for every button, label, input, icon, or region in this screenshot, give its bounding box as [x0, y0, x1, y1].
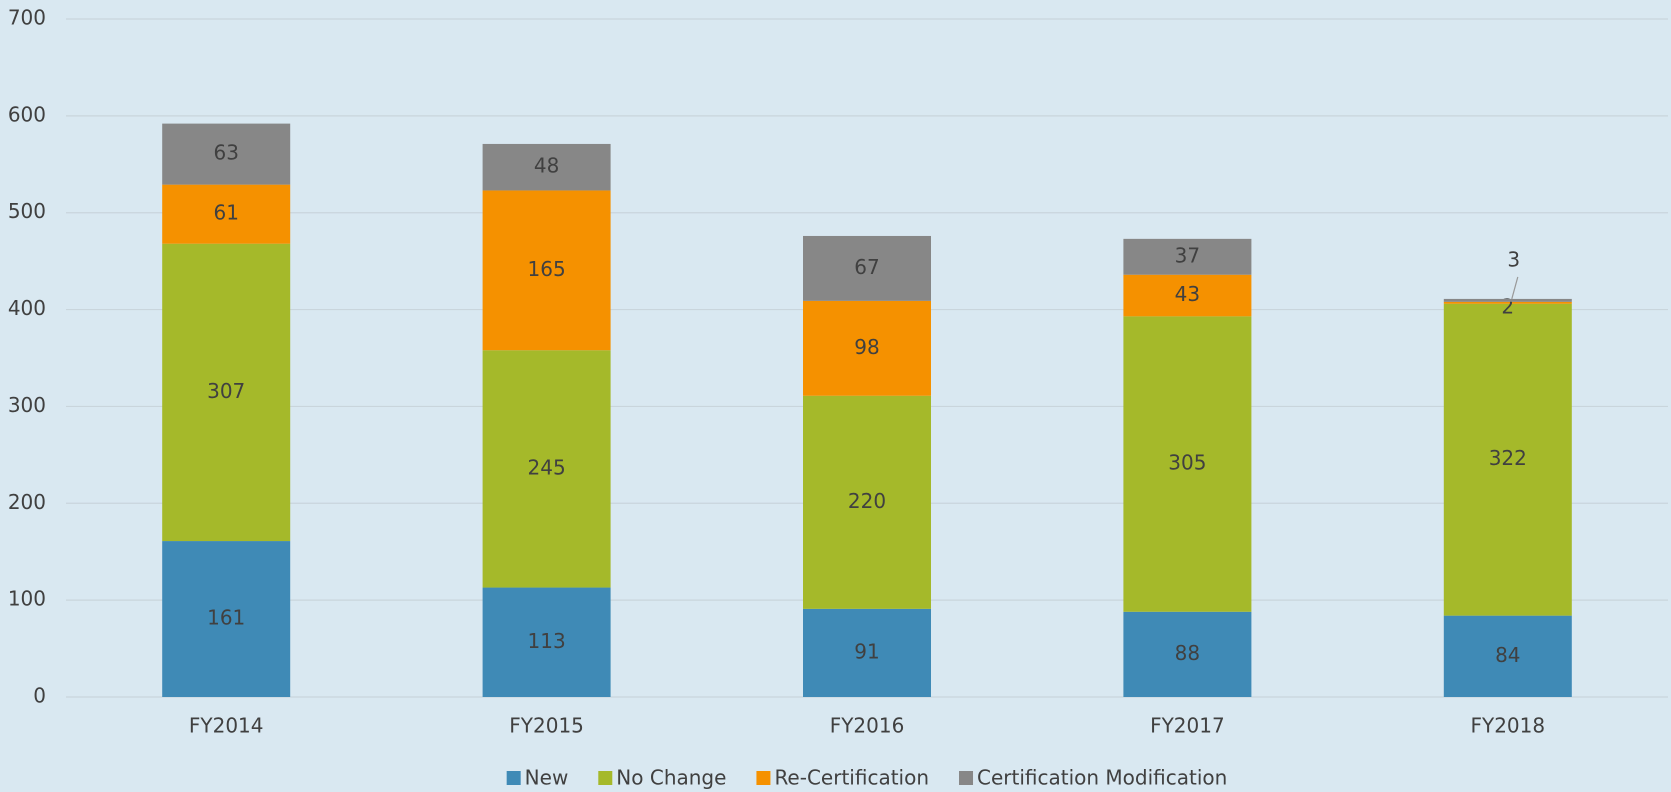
legend-label: No Change: [616, 766, 726, 790]
data-label: 3: [1507, 247, 1520, 271]
y-tick-label: 0: [33, 684, 46, 708]
data-label: 113: [528, 629, 566, 653]
bar-segment: [803, 235, 931, 301]
legend-label: Re-Certification: [774, 766, 929, 790]
x-tick-label: FY2015: [509, 714, 584, 738]
data-label: 307: [207, 379, 245, 403]
data-label: 67: [854, 255, 879, 279]
bar-segment: [1123, 238, 1252, 275]
data-label: 37: [1175, 243, 1200, 267]
legend-swatch: [598, 771, 613, 785]
data-label: 161: [207, 606, 245, 630]
data-label: 61: [213, 201, 238, 225]
y-tick-label: 400: [8, 296, 46, 320]
leader-line: [1511, 276, 1519, 300]
data-label: 43: [1175, 282, 1200, 306]
legend-swatch: [756, 771, 771, 785]
bar-segment: [482, 350, 611, 588]
x-tick-label: FY2018: [1470, 714, 1545, 738]
bar-segment: [803, 300, 931, 396]
legend-item: Certification Modification: [959, 766, 1227, 790]
y-tick-label: 500: [8, 199, 46, 223]
data-label: 245: [528, 455, 566, 479]
data-label: 98: [854, 335, 879, 359]
bar-segment: [1443, 301, 1572, 304]
bar-segment: [1123, 274, 1252, 317]
bar-segment: [162, 184, 291, 244]
data-label: 88: [1175, 641, 1200, 665]
bar-segment: [482, 190, 611, 351]
data-label: 48: [534, 154, 559, 178]
legend-label: Certification Modification: [977, 766, 1227, 790]
data-label: 220: [848, 489, 886, 513]
bar-segment: [1123, 316, 1252, 612]
data-label: 63: [213, 141, 238, 165]
bar-segment: [803, 395, 931, 609]
bar-segment: [162, 123, 291, 185]
y-tick-label: 700: [8, 6, 46, 30]
y-tick-label: 100: [8, 587, 46, 611]
data-label: 322: [1489, 446, 1527, 470]
bar-segment: [482, 143, 611, 191]
x-tick-label: FY2016: [830, 714, 905, 738]
data-label: 165: [528, 257, 566, 281]
legend-item: New: [506, 766, 569, 790]
legend-item: No Change: [598, 766, 726, 790]
data-label: 305: [1168, 451, 1206, 475]
y-tick-label: 200: [8, 490, 46, 514]
bar-segment: [162, 541, 291, 697]
bar-segment: [1443, 298, 1572, 302]
data-label: 91: [854, 639, 879, 663]
data-label: 84: [1495, 643, 1520, 667]
y-tick-label: 600: [8, 102, 46, 126]
bar-segment: [1443, 303, 1572, 616]
legend-item: Re-Certification: [756, 766, 929, 790]
x-tick-label: FY2014: [189, 714, 264, 738]
legend-label: New: [525, 766, 569, 790]
legend-swatch: [506, 771, 521, 785]
y-tick-label: 300: [8, 393, 46, 417]
bar-segment: [1443, 615, 1572, 697]
legend-swatch: [959, 771, 974, 785]
x-tick-label: FY2017: [1150, 714, 1225, 738]
bar-segment: [482, 587, 611, 697]
bar-segment: [803, 608, 931, 697]
bar-segment: [1123, 611, 1252, 697]
bar-segment: [162, 243, 291, 542]
